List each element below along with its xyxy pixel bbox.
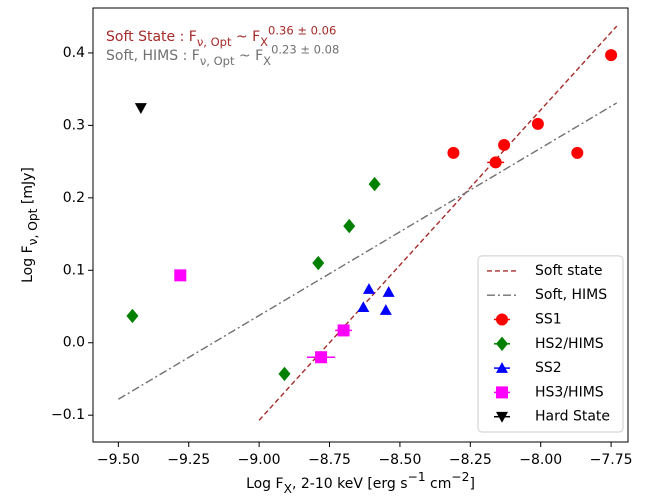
label-part: ν, Opt: [197, 34, 232, 48]
label-part: X: [260, 34, 268, 48]
y-tick-label: 0.2: [63, 190, 85, 206]
point: [379, 304, 392, 315]
point: [357, 301, 370, 313]
y-tick-label: 0.0: [63, 335, 85, 351]
x-axis-label: Log FX, 2-10 keV [erg s−1 cm−2]: [246, 470, 475, 496]
legend-label: SS1: [535, 312, 562, 328]
point: [498, 138, 511, 151]
legend-marker: [496, 336, 508, 351]
legend-label: Soft state: [535, 263, 603, 279]
annotation: Soft, HIMS : Fν, Opt ~ FX0.23 ± 0.08: [106, 42, 339, 67]
label-part: ~ F: [231, 29, 260, 45]
label-part: X: [263, 53, 271, 67]
y-tick-label: 0.4: [63, 45, 85, 61]
point: [126, 308, 139, 324]
point: [315, 351, 328, 364]
point: [605, 49, 618, 62]
point: [571, 146, 584, 159]
legend-label: Hard State: [535, 409, 610, 425]
label-part: 0.23 ± 0.08: [271, 42, 339, 56]
legend-marker: [496, 313, 508, 326]
point: [312, 255, 325, 271]
label-part: −2: [451, 470, 469, 484]
point: [382, 286, 395, 297]
label-part: ν, Opt: [200, 53, 235, 67]
x-tick-label: −8.50: [378, 452, 421, 468]
point: [343, 218, 356, 234]
plot-frame: [92, 7, 629, 443]
label-part: ν, Opt: [26, 208, 40, 245]
point: [489, 156, 502, 169]
point: [447, 146, 460, 159]
x-tick-label: −9.00: [238, 452, 281, 468]
y-tick-label: −0.1: [51, 407, 85, 423]
label-part: −1: [408, 470, 426, 484]
label-part: Log F: [20, 245, 36, 283]
legend-box: [477, 255, 624, 433]
x-tick-label: −8.00: [519, 452, 562, 468]
label-part: 0.36 ± 0.06: [268, 23, 336, 37]
fit-line: [117, 102, 618, 400]
label-part: Soft, HIMS : F: [106, 48, 200, 64]
y-axis-label: Log Fν, Opt [mJy]: [20, 167, 40, 283]
label-part: [mJy]: [20, 167, 36, 208]
legend-marker: [496, 362, 508, 373]
legend-label: SS2: [535, 360, 562, 376]
point: [174, 269, 187, 282]
y-tick-label: 0.1: [63, 262, 85, 278]
point: [362, 283, 375, 294]
label-part: cm: [426, 476, 452, 492]
legend-label: Soft, HIMS: [535, 287, 607, 303]
label-part: Soft State : F: [106, 29, 197, 45]
point: [278, 366, 291, 382]
y-tick-label: 0.3: [63, 117, 85, 133]
x-tick-label: −9.50: [97, 452, 140, 468]
point: [531, 117, 544, 130]
label-part: , 2-10 keV [erg s: [292, 476, 408, 492]
point: [134, 103, 147, 114]
annotation: Soft State : Fν, Opt ~ FX0.36 ± 0.06: [106, 23, 336, 48]
x-tick-label: −7.75: [590, 452, 633, 468]
label-part: Log F: [246, 476, 284, 492]
label-part: X: [284, 482, 292, 496]
label-part: ]: [469, 476, 474, 492]
legend-marker: [496, 411, 508, 423]
label-part: ~ F: [234, 48, 263, 64]
legend-label: HS2/HIMS: [535, 336, 604, 352]
x-tick-label: −9.25: [167, 452, 210, 468]
x-tick-label: −8.75: [308, 452, 351, 468]
legend-marker: [496, 386, 508, 399]
x-tick-label: −8.25: [449, 452, 492, 468]
point: [368, 176, 381, 192]
point: [337, 324, 350, 337]
legend-label: HS3/HIMS: [535, 384, 604, 400]
